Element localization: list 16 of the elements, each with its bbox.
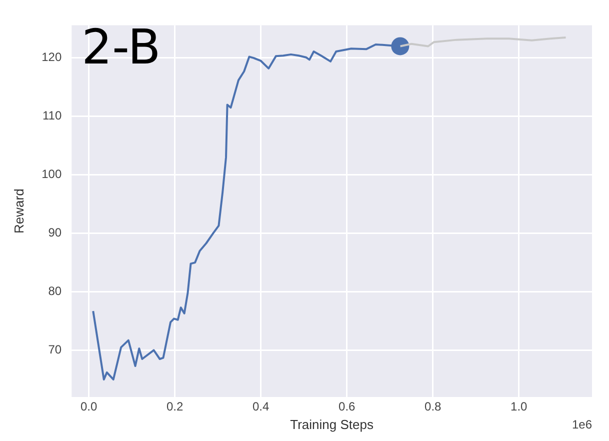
x-tick-label: 0.8 (424, 400, 442, 414)
y-tick-label: 100 (42, 167, 62, 182)
y-tick-label: 90 (48, 226, 62, 240)
y-tick-label: 80 (48, 284, 62, 298)
annotation: 2-B (82, 20, 161, 76)
text: 1e6 (572, 417, 592, 432)
y-tick-label: 70 (48, 342, 62, 357)
y-axis-title: Reward (11, 188, 26, 234)
x-tick-label: 0.2 (166, 400, 184, 414)
x-tick-label: 1.0 (510, 400, 528, 414)
y-tick-label: 110 (42, 108, 62, 123)
x-axis-title: Training Steps (290, 416, 374, 432)
x-tick-label: 0.0 (80, 400, 98, 414)
x-tick-label: 0.6 (338, 400, 356, 414)
x-tick-label: 0.4 (252, 400, 270, 414)
y-tick-label: 120 (42, 50, 62, 64)
